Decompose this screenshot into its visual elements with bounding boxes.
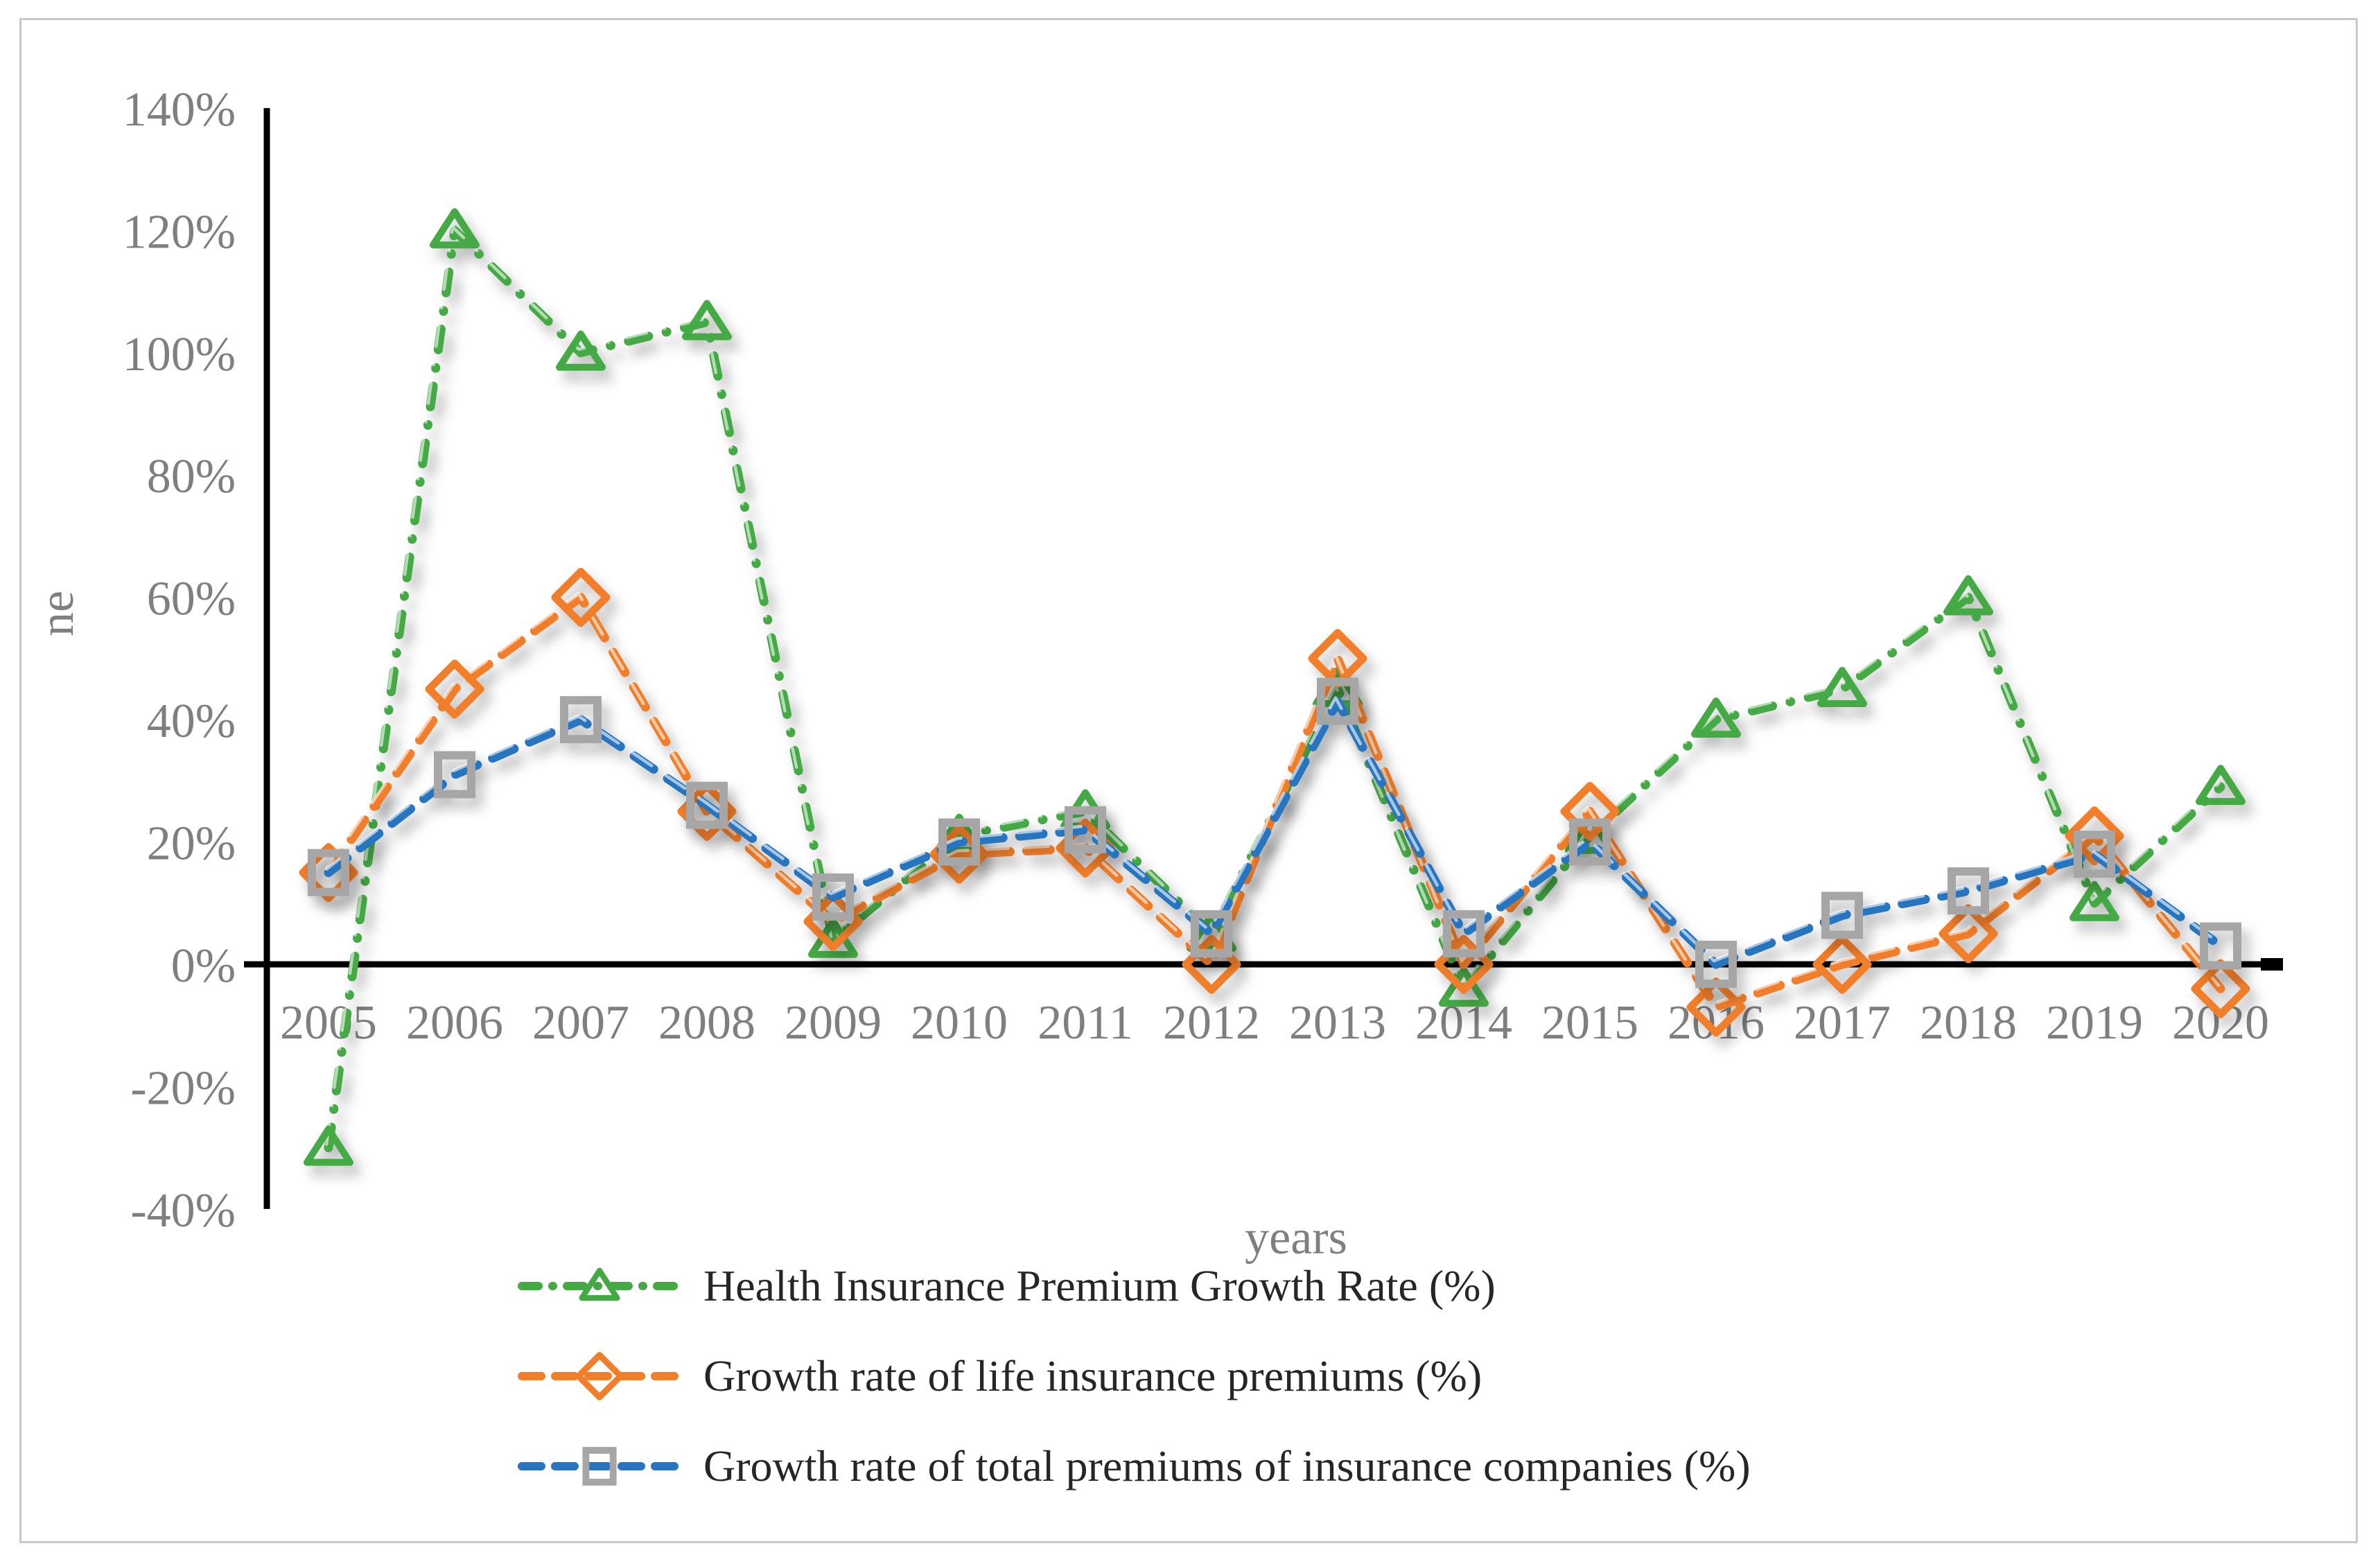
legend-item-total-premiums: Growth rate of total premiums of insuran… — [516, 1436, 1751, 1496]
square-marker — [938, 818, 980, 866]
x-tick-label: 2008 — [658, 996, 755, 1050]
square-marker — [1695, 941, 1737, 988]
axes: 140% 120% 100% 80% 60% 40% 20% 0% -20% -40% 2005 20… — [123, 83, 2283, 1237]
triangle-marker — [1943, 575, 1993, 616]
y-tick-label: -20% — [130, 1061, 236, 1115]
x-tick-label: 2010 — [911, 996, 1008, 1050]
y-tick-label: 120% — [123, 205, 236, 259]
x-tick-label: 2011 — [1038, 996, 1132, 1050]
series-line-gloss — [324, 225, 2221, 1146]
square-marker — [1948, 867, 1989, 915]
x-axis-title: years — [1245, 1211, 1347, 1265]
x-tick-label: 2013 — [1289, 996, 1386, 1050]
square-marker — [1443, 910, 1485, 957]
y-tick-label: 0% — [171, 939, 236, 993]
triangle-marker — [2070, 880, 2119, 921]
legend-sample-group — [518, 1447, 681, 1486]
series-line-gloss — [324, 592, 2221, 1006]
diamond-marker — [1686, 978, 1746, 1037]
legend-label: Growth rate of life insurance premiums (… — [703, 1351, 1482, 1400]
x-tick-label: 2017 — [1794, 996, 1891, 1050]
legend-label: Health Insurance Premium Growth Rate (%) — [703, 1261, 1496, 1310]
legend-sample-group — [518, 1352, 681, 1400]
diamond-marker — [1939, 904, 1998, 964]
square-marker — [2074, 831, 2115, 878]
diamond-marker — [425, 659, 484, 719]
triangle-marker — [579, 1267, 620, 1301]
y-tick-label: 60% — [147, 573, 236, 626]
square-marker — [434, 751, 475, 799]
y-tick-label: -40% — [130, 1184, 236, 1237]
x-tick-label: 2005 — [280, 996, 377, 1050]
triangle-marker — [556, 330, 606, 371]
x-axis-end-cap — [2261, 958, 2283, 971]
legend-label: Growth rate of total premiums of insuran… — [703, 1441, 1751, 1491]
y-tick-label: 20% — [147, 817, 236, 871]
y-tick-label: 100% — [123, 328, 236, 381]
triangle-marker — [1691, 697, 1741, 738]
legend-sample-group — [518, 1267, 681, 1301]
diamond-marker — [2065, 806, 2124, 866]
square-marker — [2200, 922, 2241, 970]
square-marker — [582, 1447, 617, 1486]
legend-item-life-insurance: Growth rate of life insurance premiums (… — [516, 1346, 1751, 1406]
legend-line-triangle-sample — [518, 1267, 681, 1301]
series-2 — [308, 677, 2241, 988]
square-marker — [308, 849, 349, 896]
diamond-marker — [575, 1352, 624, 1400]
legend: Health Insurance Premium Growth Rate (%)… — [516, 1256, 1751, 1496]
x-tick-label: 2007 — [532, 996, 629, 1050]
square-marker — [1317, 677, 1358, 725]
y-tick-label: 40% — [147, 695, 236, 748]
y-tick-label: 80% — [147, 450, 236, 503]
square-marker — [1191, 910, 1232, 957]
square-marker — [686, 781, 728, 829]
diamond-marker — [1812, 935, 1872, 994]
chart-frame — [19, 18, 2358, 1543]
square-marker — [812, 873, 854, 921]
y-axis-title: ne — [30, 591, 84, 636]
diamond-marker — [551, 568, 611, 627]
x-tick-label: 2012 — [1163, 996, 1260, 1050]
x-tick-label: 2019 — [2046, 996, 2143, 1050]
series-line — [324, 697, 2225, 969]
legend-line-square-sample — [518, 1447, 681, 1486]
triangle-marker — [430, 208, 480, 249]
diamond-marker — [2191, 959, 2250, 1018]
triangle-marker — [682, 299, 732, 340]
x-tick-label: 2018 — [1920, 996, 2017, 1050]
triangle-marker — [1565, 813, 1615, 854]
legend-line-diamond-sample — [518, 1352, 681, 1400]
x-tick-label: 2020 — [2172, 996, 2269, 1050]
series-markers — [308, 677, 2241, 988]
triangle-marker — [1817, 667, 1867, 708]
series-line — [324, 225, 2225, 1153]
x-tick-label: 2015 — [1541, 996, 1638, 1050]
y-tick-label: 140% — [123, 83, 236, 137]
triangle-marker — [304, 1125, 353, 1166]
square-marker — [1821, 892, 1863, 939]
triangle-marker — [1439, 966, 1489, 1007]
square-marker — [560, 696, 602, 744]
square-marker — [1569, 818, 1611, 866]
square-marker — [1065, 806, 1106, 853]
legend-item-health-insurance: Health Insurance Premium Growth Rate (%) — [516, 1256, 1751, 1316]
triangle-marker — [2196, 765, 2246, 806]
x-tick-label: 2009 — [785, 996, 882, 1050]
diamond-marker — [1560, 781, 1620, 841]
x-tick-label: 2006 — [406, 996, 503, 1050]
series-line-gloss — [324, 696, 2221, 963]
